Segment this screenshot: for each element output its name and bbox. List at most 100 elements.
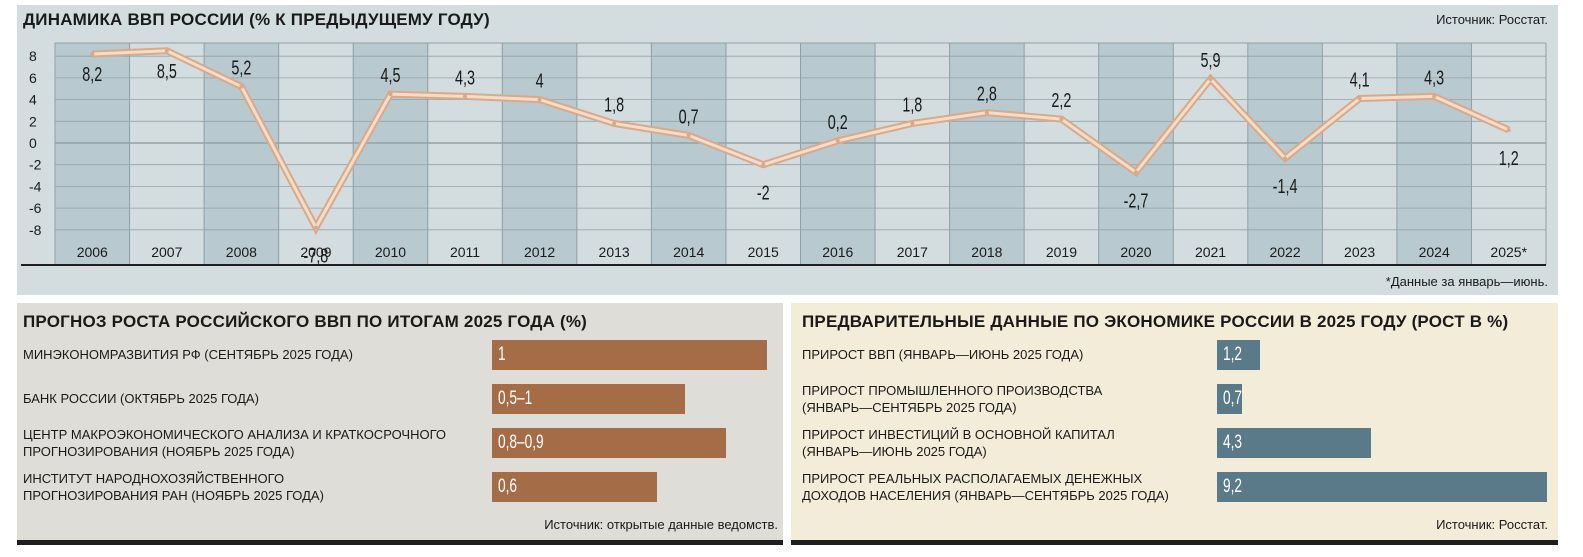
year-column: [204, 43, 279, 265]
bar-value-label: 0,7: [1223, 388, 1243, 409]
x-tick-label: 2024: [1419, 244, 1450, 260]
x-tick-label: 2008: [226, 244, 257, 260]
bar-label: ИНСТИТУТ НАРОДНОХОЗЯЙСТВЕННОГО ПРОГНОЗИРО…: [23, 470, 324, 504]
value-bar: 9,2: [1217, 472, 1547, 502]
bar-label: ЦЕНТР МАКРОЭКОНОМИЧЕСКОГО АНАЛИЗА И КРАТ…: [23, 426, 446, 460]
data-label: 8,5: [157, 59, 177, 82]
bar-label-line: БАНК РОССИИ (ОКТЯБРЬ 2025 ГОДА): [23, 391, 259, 406]
bar-row: ПРИРОСТ ВВП (ЯНВАРЬ—ИЮНЬ 2025 ГОДА) 1,2: [791, 339, 1558, 379]
bar-label-line: ДОХОДОВ НАСЕЛЕНИЯ (ЯНВАРЬ—СЕНТЯБРЬ 2025 …: [802, 488, 1169, 503]
year-column: [576, 43, 652, 265]
data-label: -1,4: [1273, 175, 1298, 198]
bar-label: МИНЭКОНОМРАЗВИТИЯ РФ (СЕНТЯБРЬ 2025 ГОДА…: [23, 346, 353, 363]
data-point: [1059, 117, 1064, 122]
year-column: [502, 43, 577, 265]
year-column: [1396, 43, 1472, 265]
x-tick-label: 2022: [1269, 244, 1300, 260]
data-point: [388, 92, 393, 97]
bar-label-line: ПРОГНОЗИРОВАНИЯ РАН (НОЯБРЬ 2025 ГОДА): [23, 488, 324, 503]
value-bar: 1,2: [1217, 340, 1261, 370]
bar-row: ЦЕНТР МАКРОЭКОНОМИЧЕСКОГО АНАЛИЗА И КРАТ…: [17, 427, 783, 467]
bar-label: БАНК РОССИИ (ОКТЯБРЬ 2025 ГОДА): [23, 390, 259, 407]
bar-label-line: МИНЭКОНОМРАЗВИТИЯ РФ (СЕНТЯБРЬ 2025 ГОДА…: [23, 347, 353, 362]
bar-row: ПРИРОСТ ПРОМЫШЛЕННОГО ПРОИЗВОДСТВА (ЯНВАР…: [791, 383, 1558, 423]
y-tick-label: 0: [29, 135, 37, 151]
data-label: -7,8: [304, 244, 329, 267]
value-bar: 1: [492, 340, 767, 370]
data-point: [463, 94, 468, 99]
data-point: [1357, 96, 1362, 101]
data-point: [1283, 156, 1288, 161]
preliminary-panel-source: Источник: Росстат.: [1436, 517, 1548, 532]
data-point: [1133, 170, 1138, 175]
data-label: 2,2: [1051, 89, 1071, 112]
data-point: [313, 225, 318, 230]
data-label: 5,2: [231, 56, 251, 79]
bar-label: ПРИРОСТ ПРОМЫШЛЕННОГО ПРОИЗВОДСТВА (ЯНВАР…: [802, 382, 1102, 416]
bar-label-line: ЦЕНТР МАКРОЭКОНОМИЧЕСКОГО АНАЛИЗА И КРАТ…: [23, 427, 446, 442]
data-label: 4,3: [455, 66, 475, 89]
data-label: 2,8: [977, 82, 997, 105]
year-column: [427, 43, 503, 265]
y-tick-label: 8: [29, 48, 37, 64]
data-point: [239, 84, 244, 89]
bar-row: БАНК РОССИИ (ОКТЯБРЬ 2025 ГОДА) 0,5–1: [17, 383, 783, 423]
year-column: [875, 43, 950, 265]
data-point: [612, 121, 617, 126]
data-label: 0,2: [828, 110, 848, 133]
bar-value-label: 1,2: [1223, 344, 1243, 365]
x-tick-label: 2011: [450, 244, 480, 260]
bar-value-label: 4,3: [1223, 432, 1243, 453]
year-column: [800, 43, 876, 265]
y-tick-label: -8: [29, 222, 42, 238]
data-point: [910, 121, 915, 126]
data-label: 4,5: [380, 64, 400, 87]
x-tick-label: 2007: [151, 244, 182, 260]
year-column: [1322, 43, 1397, 265]
x-tick-label: 2009: [300, 244, 331, 260]
data-point: [984, 110, 989, 115]
data-point: [761, 162, 766, 167]
x-tick-label: 2013: [599, 244, 630, 260]
value-bar: 0,5–1: [492, 384, 685, 414]
bar-label-line: ПРОГНОЗИРОВАНИЯ (НОЯБРЬ 2025 ГОДА): [23, 444, 295, 459]
bar-row: ИНСТИТУТ НАРОДНОХОЗЯЙСТВЕННОГО ПРОГНОЗИРО…: [17, 471, 783, 511]
x-tick-label: 2006: [77, 244, 108, 260]
x-tick-label: 2014: [673, 244, 704, 260]
gdp-dynamics-panel: 8 6 4 2 0 -2 -4 -6 -8 2006 2007 2008 2009 2010 2011 201…: [17, 5, 1558, 295]
x-tick-label: 2019: [1046, 244, 1077, 260]
value-bar: 4,3: [1217, 428, 1372, 458]
data-label: 5,9: [1201, 49, 1221, 72]
bar-label-line: ПРИРОСТ РЕАЛЬНЫХ РАСПОЛАГАЕМЫХ ДЕНЕЖНЫХ: [802, 471, 1143, 486]
x-tick-label: 2025*: [1490, 244, 1527, 260]
data-label: 0,7: [679, 105, 699, 128]
bar-value-label: 9,2: [1223, 476, 1243, 497]
bar-label-line: ПРИРОСТ ИНВЕСТИЦИЙ В ОСНОВНОЙ КАПИТАЛ: [802, 427, 1115, 442]
y-tick-label: 4: [29, 92, 37, 108]
bar-value-label: 1: [498, 344, 506, 365]
gdp-line-chart: 8 6 4 2 0 -2 -4 -6 -8 2006 2007 2008 2009 2010 2011 201…: [21, 42, 1547, 267]
data-point: [686, 133, 691, 138]
preliminary-panel-title: ПРЕДВАРИТЕЛЬНЫЕ ДАННЫЕ ПО ЭКОНОМИКЕ РОСС…: [802, 312, 1509, 331]
gdp-chart-footnote: *Данные за январь—июнь.: [1385, 274, 1548, 289]
data-label: -2,7: [1124, 189, 1149, 212]
bar-value-label: 0,5–1: [498, 388, 533, 409]
bar-label-line: ПРИРОСТ ПРОМЫШЛЕННОГО ПРОИЗВОДСТВА: [802, 383, 1103, 398]
x-tick-label: 2012: [524, 244, 555, 260]
x-tick-label: 2018: [971, 244, 1002, 260]
x-tick-label: 2016: [822, 244, 853, 260]
bar-label-line: (ЯНВАРЬ—СЕНТЯБРЬ 2025 ГОДА): [802, 400, 1017, 415]
x-tick-label: 2015: [748, 244, 779, 260]
bar-value-label: 0,6: [498, 476, 518, 497]
bar-label: ПРИРОСТ ИНВЕСТИЦИЙ В ОСНОВНОЙ КАПИТАЛ (ЯН…: [802, 426, 1115, 460]
year-column: [651, 43, 726, 265]
data-label: -2: [757, 181, 770, 204]
y-tick-label: -6: [29, 200, 42, 216]
value-bar: 0,6: [492, 472, 657, 502]
y-tick-label: 6: [29, 70, 37, 86]
year-column: [353, 43, 428, 265]
x-tick-label: 2017: [897, 244, 928, 260]
forecast-panel: ПРОГНОЗ РОСТА РОССИЙСКОГО ВВП ПО ИТОГАМ …: [17, 303, 783, 545]
x-tick-label: 2021: [1195, 244, 1226, 260]
bar-label: ПРИРОСТ ВВП (ЯНВАРЬ—ИЮНЬ 2025 ГОДА): [802, 346, 1083, 363]
